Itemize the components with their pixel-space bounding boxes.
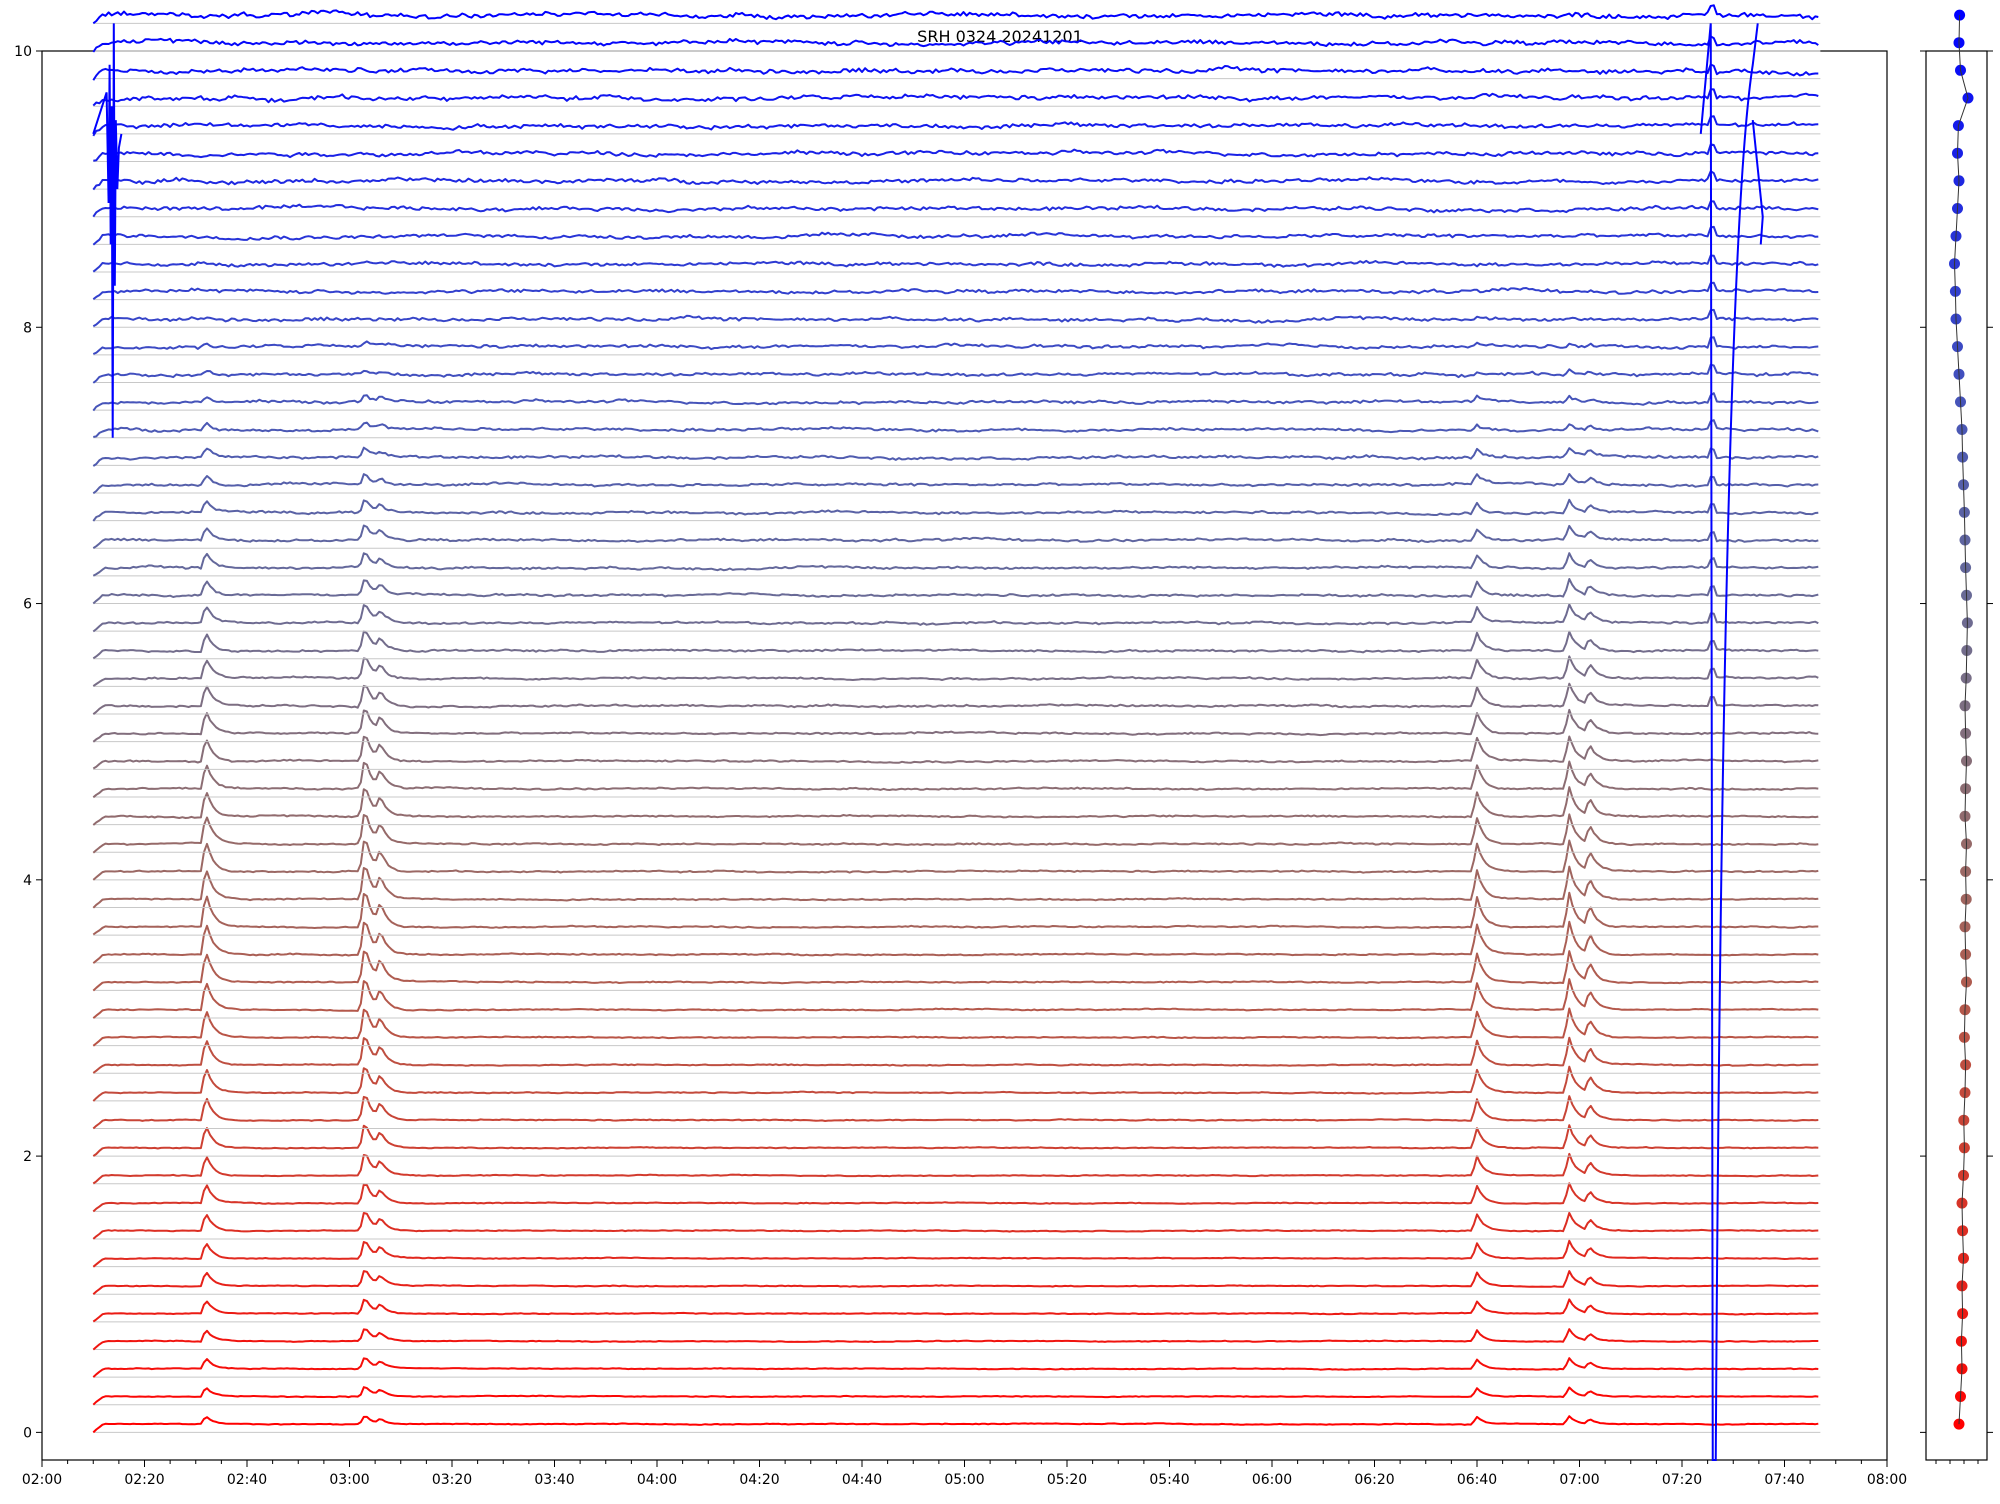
y-tick-label: 0	[23, 1425, 32, 1441]
series-line	[92, 760, 1819, 799]
series-line	[92, 1065, 1819, 1102]
series-line	[92, 1239, 1819, 1268]
series-line	[92, 682, 1819, 715]
series-line	[92, 524, 1819, 549]
y-tick-label: 2	[23, 1149, 32, 1165]
x-tick-label: 02:20	[124, 1472, 164, 1488]
series-line	[92, 978, 1819, 1019]
x-tick-label: 05:00	[944, 1472, 984, 1488]
series-line	[92, 35, 1819, 53]
x-tick-label: 04:40	[842, 1472, 882, 1488]
x-tick-label: 06:00	[1252, 1472, 1292, 1488]
series-line	[92, 1152, 1819, 1185]
x-tick-label: 02:00	[22, 1472, 62, 1488]
series-line	[92, 1124, 1819, 1157]
series-line	[92, 1182, 1819, 1213]
series-line	[93, 143, 1819, 162]
gap-artifact	[1699, 23, 1759, 1461]
series-line	[92, 281, 1819, 300]
series-line	[92, 891, 1819, 936]
y-tick-label: 6	[23, 597, 32, 613]
series-line	[92, 170, 1819, 191]
side-connector-line	[1953, 15, 1969, 1425]
x-tick-label: 06:20	[1354, 1472, 1394, 1488]
series-line	[92, 865, 1819, 909]
x-tick-label: 07:20	[1662, 1472, 1702, 1488]
series-line	[92, 88, 1819, 107]
x-tick-label: 03:40	[534, 1472, 574, 1488]
series-line	[92, 735, 1819, 770]
series-line	[92, 336, 1819, 355]
series-line	[92, 392, 1819, 412]
series-line	[92, 473, 1819, 495]
series-line	[92, 839, 1819, 881]
series-line	[92, 1095, 1819, 1130]
x-tick-label: 02:40	[227, 1472, 267, 1488]
side-axes-frame	[1925, 50, 1988, 1461]
series-line	[92, 1386, 1819, 1406]
series-line	[92, 115, 1819, 137]
series-line	[92, 603, 1819, 633]
x-tick-label: 03:00	[329, 1472, 369, 1488]
x-tick-label: 07:00	[1559, 1472, 1599, 1488]
side-plot	[1920, 9, 1993, 1464]
series-line	[92, 578, 1819, 605]
series-line	[92, 630, 1819, 660]
series-line	[92, 4, 1819, 25]
series-line	[93, 419, 1819, 438]
start-artifact	[92, 23, 123, 438]
x-tick-label: 05:20	[1047, 1472, 1087, 1488]
series-line	[92, 1298, 1819, 1323]
series-line	[92, 813, 1819, 854]
series-line	[92, 363, 1819, 384]
x-tick-label: 04:00	[637, 1472, 677, 1488]
series-line	[92, 1328, 1819, 1351]
series-line	[92, 308, 1819, 328]
x-tick-label: 06:40	[1457, 1472, 1497, 1488]
series-line	[92, 254, 1819, 273]
series-line	[92, 552, 1819, 577]
y-tick-label: 10	[14, 44, 32, 60]
series-line	[92, 63, 1819, 81]
series-line	[92, 786, 1819, 826]
main-plot: 0 2 4 6 8 10 02:00 02:20 02:40 03:00 03:20 03:40 04:…	[14, 4, 1907, 1488]
series-line	[92, 655, 1819, 687]
series-line	[92, 1211, 1819, 1240]
series-line	[92, 200, 1819, 218]
series-line	[92, 446, 1819, 467]
series-line	[92, 1415, 1819, 1434]
x-tick-label: 04:20	[739, 1472, 779, 1488]
series-line	[92, 498, 1819, 522]
y-tick-label: 4	[23, 873, 32, 889]
x-tick-label: 05:40	[1149, 1472, 1189, 1488]
series-line	[92, 1036, 1819, 1074]
x-tick-label: 07:40	[1764, 1472, 1804, 1488]
series-line	[92, 1007, 1819, 1047]
x-tick-label: 08:00	[1867, 1472, 1907, 1488]
x-tick-label: 03:20	[432, 1472, 472, 1488]
gap-artifact-tail	[1751, 119, 1764, 245]
series-line	[92, 1270, 1819, 1295]
series-line	[92, 708, 1819, 743]
series-line	[92, 1357, 1819, 1378]
series-line	[92, 225, 1819, 246]
y-tick-label: 8	[23, 320, 32, 336]
